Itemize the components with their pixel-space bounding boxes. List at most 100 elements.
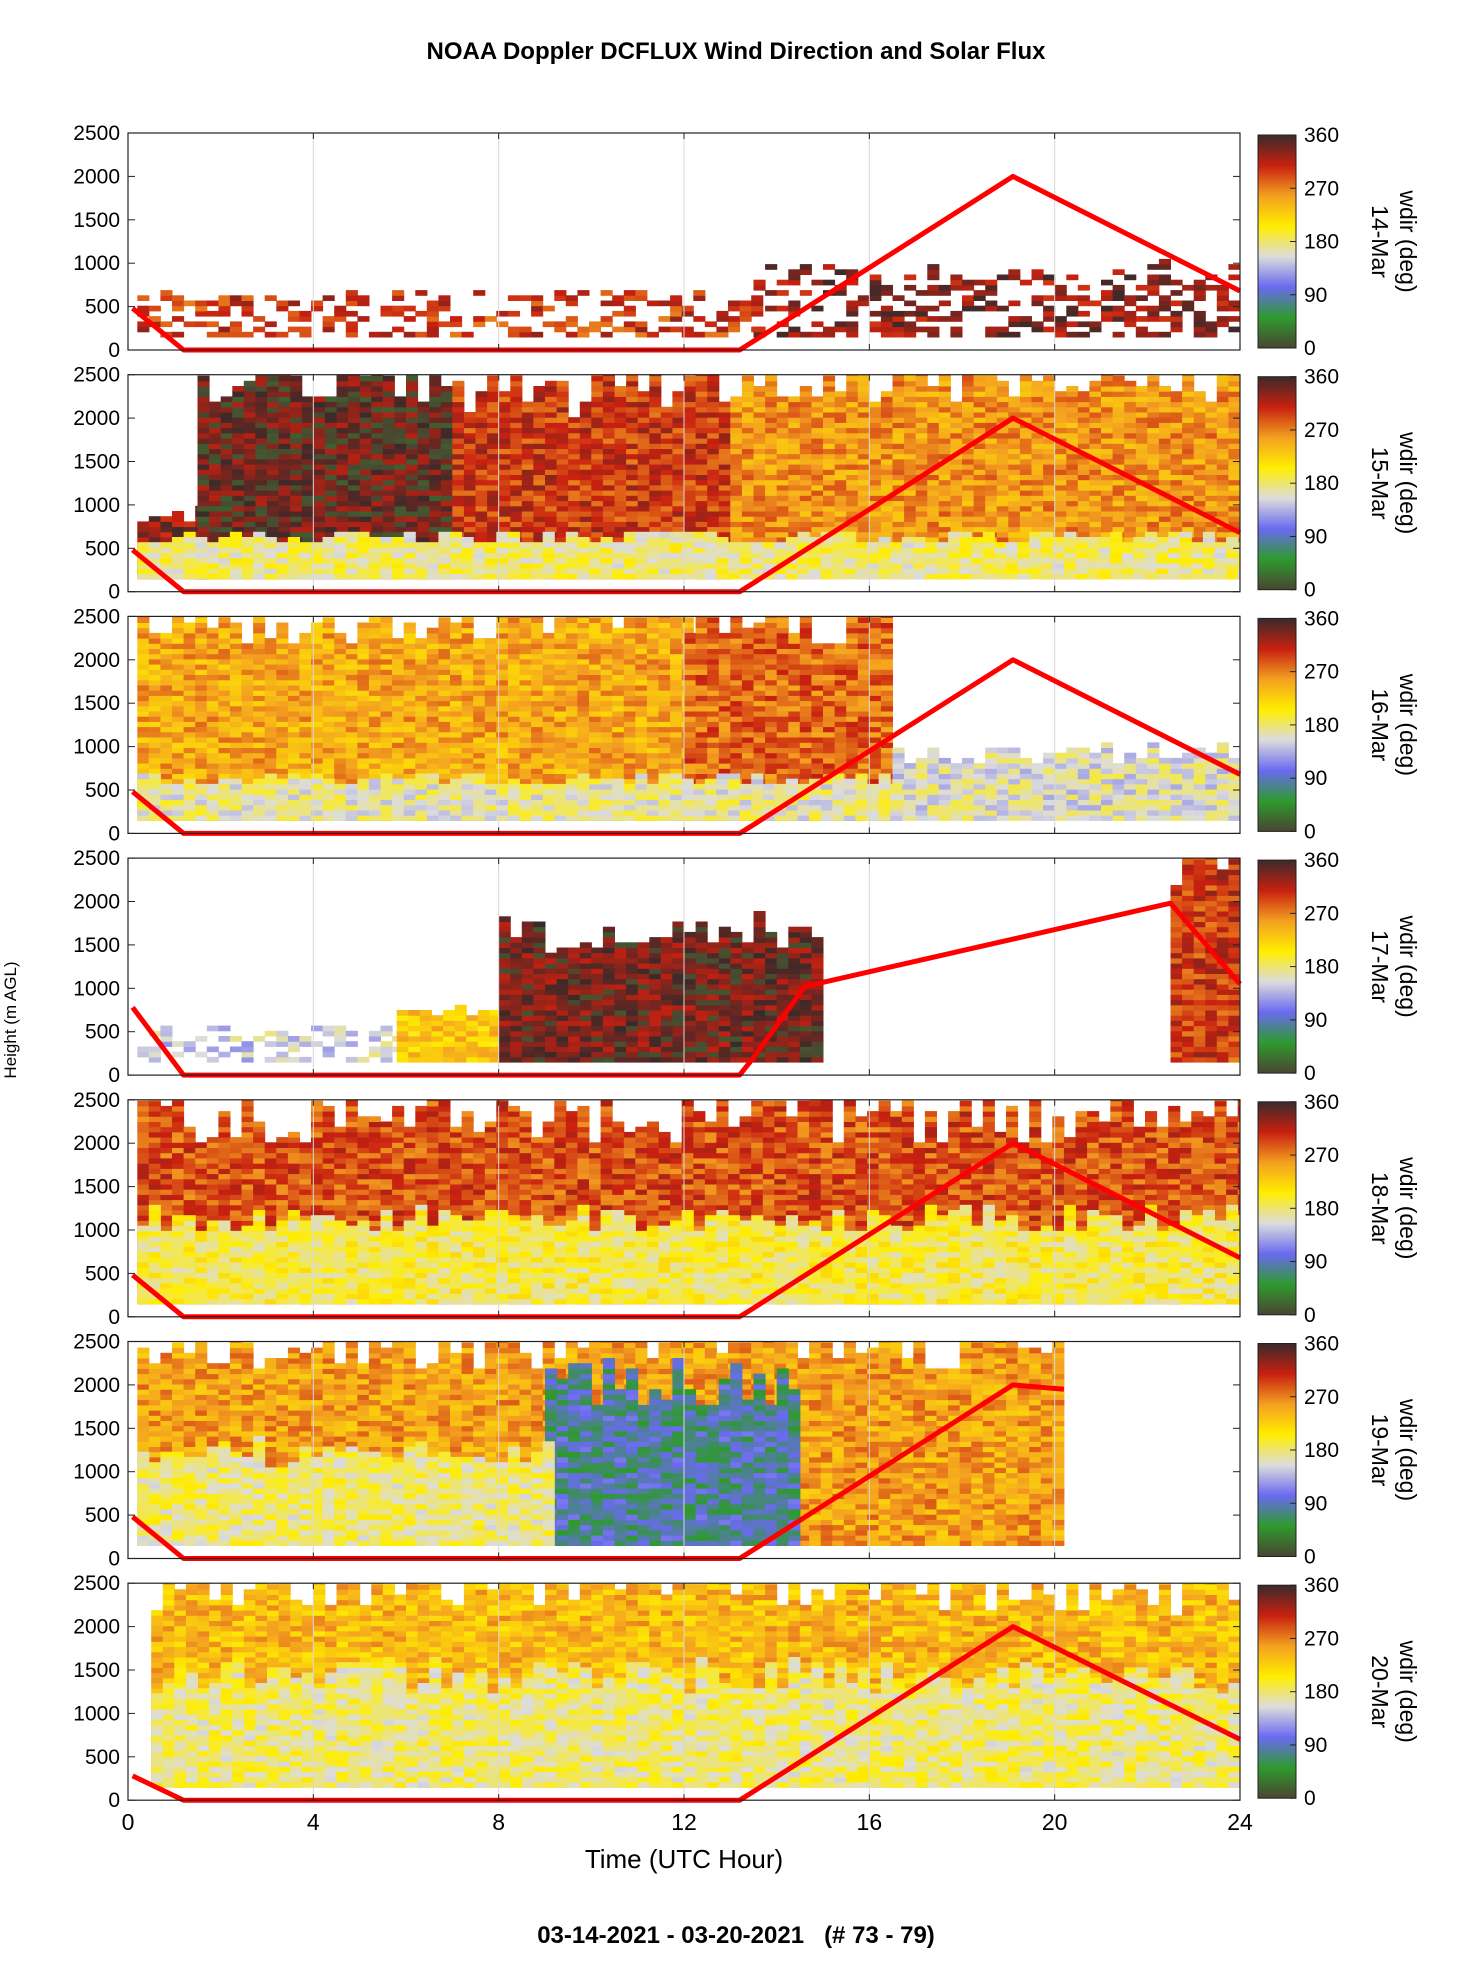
heatmap-cell bbox=[461, 547, 474, 554]
heatmap-cell bbox=[728, 326, 741, 333]
heatmap-cell bbox=[521, 495, 534, 502]
heatmap-cell bbox=[345, 557, 358, 564]
heatmap-cell bbox=[1031, 495, 1044, 502]
heatmap-cell bbox=[290, 417, 303, 423]
heatmap-cell bbox=[904, 495, 917, 502]
heatmap-cell bbox=[1193, 432, 1206, 439]
heatmap-cell bbox=[753, 432, 766, 439]
heatmap-cell bbox=[148, 742, 161, 748]
heatmap-cell bbox=[1040, 563, 1053, 569]
heatmap-cell bbox=[348, 516, 361, 522]
heatmap-cell bbox=[1202, 542, 1215, 548]
heatmap-cell bbox=[602, 453, 615, 460]
heatmap-cell bbox=[1075, 537, 1088, 543]
heatmap-cell bbox=[1216, 438, 1229, 444]
heatmap-cell bbox=[973, 375, 986, 382]
heatmap-cell bbox=[579, 469, 592, 475]
heatmap-cell bbox=[959, 552, 972, 559]
heatmap-cell bbox=[811, 474, 824, 481]
heatmap-cell bbox=[357, 547, 370, 554]
heatmap-cell bbox=[498, 412, 511, 418]
heatmap-cell bbox=[172, 711, 185, 717]
heatmap-cell bbox=[287, 568, 300, 574]
heatmap-cell bbox=[172, 622, 185, 629]
heatmap-cell bbox=[137, 321, 150, 328]
heatmap-cell bbox=[521, 484, 534, 491]
heatmap-cell bbox=[533, 458, 546, 465]
heatmap-cell bbox=[869, 310, 882, 317]
heatmap-cell bbox=[985, 432, 998, 439]
heatmap-cell bbox=[1228, 305, 1240, 312]
heatmap-cell bbox=[556, 427, 569, 434]
heatmap-cell bbox=[197, 375, 210, 382]
heatmap-cell bbox=[693, 552, 706, 559]
heatmap-cell bbox=[1101, 469, 1114, 475]
heatmap-cell bbox=[776, 469, 789, 475]
heatmap-cell bbox=[1158, 458, 1171, 465]
heatmap-cell bbox=[1008, 274, 1021, 281]
heatmap-cell bbox=[382, 469, 395, 475]
heatmap-cell bbox=[510, 469, 523, 475]
heatmap-cell bbox=[417, 531, 430, 538]
heatmap-cell bbox=[1158, 279, 1171, 286]
heatmap-cell bbox=[241, 300, 254, 307]
heatmap-cell bbox=[823, 412, 836, 418]
heatmap-cell bbox=[556, 443, 569, 449]
heatmap-cell bbox=[183, 773, 196, 780]
heatmap-cell bbox=[938, 406, 951, 413]
heatmap-cell bbox=[209, 484, 222, 491]
heatmap-cell bbox=[892, 521, 905, 528]
heatmap-cell bbox=[1133, 568, 1146, 574]
heatmap-cell bbox=[417, 406, 430, 413]
heatmap-cell bbox=[1135, 417, 1148, 423]
heatmap-cell bbox=[901, 552, 914, 559]
heatmap-cell bbox=[776, 479, 789, 486]
heatmap-cell bbox=[531, 295, 544, 301]
heatmap-cell bbox=[160, 568, 173, 574]
heatmap-cell bbox=[172, 568, 185, 574]
heatmap-cell bbox=[832, 547, 845, 554]
heatmap-cell bbox=[357, 300, 370, 307]
heatmap-cell bbox=[660, 521, 673, 528]
heatmap-cell bbox=[684, 448, 697, 455]
heatmap-cell bbox=[996, 537, 1009, 543]
heatmap-cell bbox=[521, 453, 534, 460]
heatmap-cell bbox=[904, 375, 917, 382]
heatmap-cell bbox=[313, 521, 326, 528]
heatmap-cell bbox=[160, 679, 173, 686]
heatmap-cell bbox=[1043, 422, 1056, 429]
heatmap-cell bbox=[1054, 427, 1067, 434]
heatmap-cell bbox=[707, 374, 720, 377]
heatmap-cell bbox=[971, 542, 984, 548]
heatmap-cell bbox=[811, 448, 824, 455]
heatmap-cell bbox=[348, 511, 361, 517]
heatmap-cell bbox=[1043, 310, 1056, 317]
heatmap-cell bbox=[1170, 516, 1183, 522]
heatmap-cell bbox=[823, 380, 836, 387]
heatmap-cell bbox=[382, 505, 395, 512]
heatmap-cell bbox=[1040, 537, 1053, 543]
heatmap-cell bbox=[681, 573, 694, 580]
heatmap-cell bbox=[255, 427, 268, 434]
heatmap-cell bbox=[148, 700, 161, 707]
heatmap-cell bbox=[545, 438, 558, 444]
heatmap-cell bbox=[1205, 432, 1218, 439]
heatmap-cell bbox=[684, 401, 697, 408]
heatmap-cell bbox=[197, 464, 210, 470]
heatmap-cell bbox=[1031, 453, 1044, 460]
heatmap-cell bbox=[371, 432, 384, 439]
heatmap-cell bbox=[869, 526, 882, 533]
heatmap-cell bbox=[1228, 484, 1240, 491]
heatmap-cell bbox=[982, 542, 995, 548]
heatmap-cell bbox=[962, 380, 975, 387]
heatmap-cell bbox=[368, 568, 381, 574]
heatmap-cell bbox=[904, 438, 917, 444]
heatmap-cell bbox=[475, 401, 488, 408]
heatmap-cell bbox=[1043, 401, 1056, 408]
heatmap-cell bbox=[197, 479, 210, 486]
heatmap-cell bbox=[278, 427, 291, 434]
heatmap-cell bbox=[635, 563, 648, 569]
heatmap-cell bbox=[985, 290, 998, 296]
heatmap-cell bbox=[649, 427, 662, 434]
heatmap-cell bbox=[880, 490, 893, 496]
